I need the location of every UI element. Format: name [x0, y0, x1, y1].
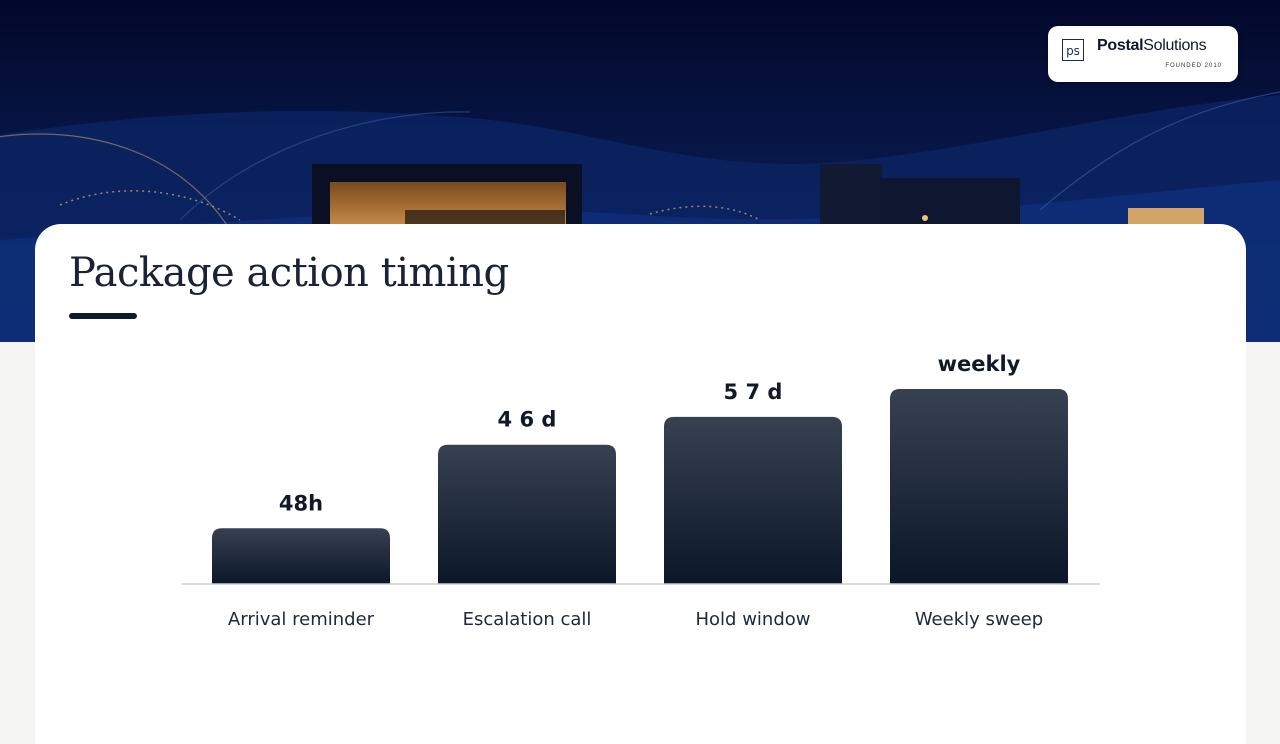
category-label: Escalation call — [463, 609, 592, 630]
logo-mark-icon: ps — [1062, 39, 1084, 61]
brand-name: PostalSolutions — [1097, 37, 1207, 55]
brand-tagline: FOUNDED 2010 — [1165, 63, 1222, 69]
bar-value-label: weekly — [938, 352, 1021, 376]
bar-value-label: 4 6 d — [498, 408, 557, 432]
category-label: Hold window — [696, 609, 811, 630]
category-label: Weekly sweep — [915, 609, 1043, 630]
brand-logo[interactable]: ps PostalSolutions FOUNDED 2010 — [1048, 26, 1238, 82]
title-underline — [69, 313, 137, 319]
category-label: Arrival reminder — [228, 609, 375, 630]
brand-name-bold: Postal — [1097, 37, 1144, 54]
page-title: Package action timing — [69, 250, 509, 296]
brand-name-rest: Solutions — [1143, 37, 1207, 54]
hero-banner: ps PostalSolutions FOUNDED 2010 — [0, 0, 1280, 342]
bar-value-label: 48h — [279, 491, 323, 515]
bar-chart: 48h Arrival reminder 4 6 d Escalation call 5… — [182, 352, 1100, 630]
bar-3 — [890, 389, 1068, 584]
bar-value-label: 5 7 d — [724, 380, 783, 404]
bar-2 — [664, 416, 842, 584]
bar-1 — [438, 444, 616, 584]
bar-0 — [212, 528, 390, 584]
